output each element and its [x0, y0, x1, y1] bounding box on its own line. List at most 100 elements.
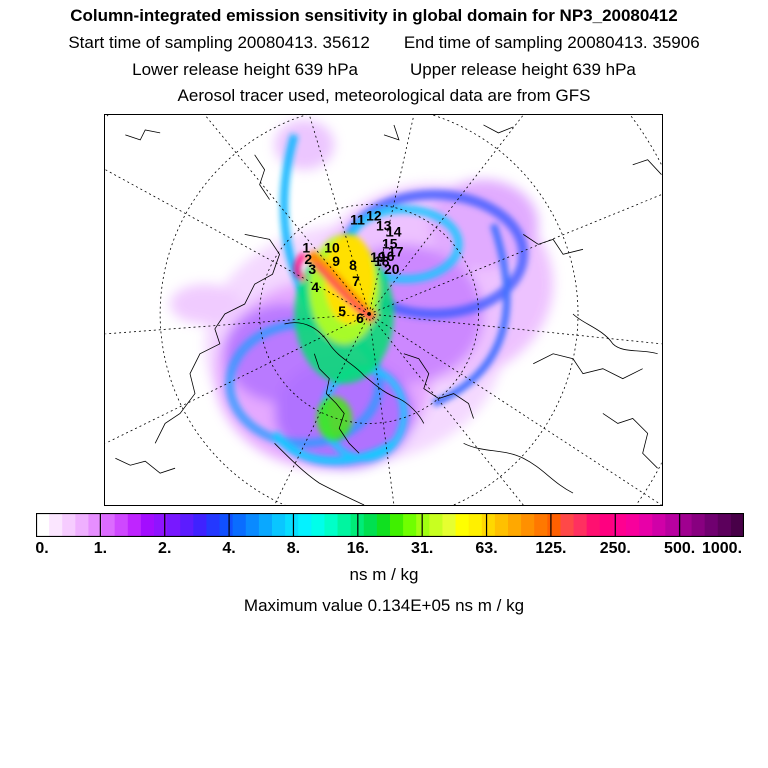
marker-8: 8: [349, 257, 357, 273]
colorbar-tick-label: 2.: [158, 540, 172, 557]
colorbar-cell: [180, 513, 194, 537]
upper-release-height: Upper release height 639 hPa: [410, 60, 636, 79]
colorbar-cell: [193, 513, 208, 537]
colorbar-cell: [652, 513, 666, 537]
end-time: End time of sampling 20080413. 35906: [403, 33, 700, 52]
colorbar-tick-label: 4.: [222, 540, 236, 557]
colorbar-cell: [154, 513, 168, 537]
colorbar-tick-label: 63.: [475, 540, 498, 557]
colorbar-cell: [730, 513, 744, 537]
colorbar-cell: [390, 513, 404, 537]
colorbar-cell: [127, 513, 142, 537]
colorbar-tick-label: 1.: [93, 540, 108, 557]
colorbar-cell: [75, 513, 90, 537]
marker-15: 15: [382, 235, 398, 251]
colorbar-cell: [232, 513, 247, 537]
colorbar-cell: [573, 513, 588, 537]
sampling-time-line: Start time of sampling 20080413. 35612 En…: [0, 33, 768, 53]
colorbar-cell: [272, 513, 286, 537]
colorbar-cell: [626, 513, 640, 537]
marker-7: 7: [352, 273, 360, 289]
colorbar-tick-label: 1000.: [701, 540, 743, 557]
colorbar-tick-label: 125.: [535, 540, 567, 557]
colorbar-cell: [691, 513, 706, 537]
colorbar-cell: [363, 513, 378, 537]
marker-13: 13: [376, 217, 392, 233]
colorbar-cell: [442, 513, 457, 537]
colorbar-cell: [49, 513, 63, 537]
tracer-info: Aerosol tracer used, meteorological data…: [177, 86, 591, 105]
colorbar-cell: [429, 513, 444, 537]
colorbar-tick-label: 250.: [599, 540, 631, 557]
colorbar-cell: [285, 513, 299, 537]
map-title: Column-integrated emission sensitivity i…: [70, 6, 678, 25]
colorbar-cell: [258, 513, 273, 537]
marker-1: 1: [302, 239, 310, 255]
colorbar-tick-label: 31.: [411, 540, 434, 557]
colorbar-cell: [665, 513, 680, 537]
marker-17: 17: [388, 243, 404, 259]
marker-11: 11: [350, 211, 365, 227]
colorbar-cell: [612, 513, 627, 537]
marker-9: 9: [332, 253, 340, 269]
colorbar-cell: [704, 513, 719, 537]
colorbar-cell: [245, 513, 260, 537]
colorbar-cell: [678, 513, 693, 537]
colorbar-cell: [298, 513, 312, 537]
colorbar-cell: [534, 513, 548, 537]
marker-19: 19: [370, 249, 386, 265]
colorbar-cell: [639, 513, 653, 537]
colorbar-cell: [455, 513, 470, 537]
lower-release-height: Lower release height 639 hPa: [132, 60, 358, 79]
colorbar-cell: [508, 513, 522, 537]
colorbar-cell: [416, 513, 430, 537]
colorbar-cell: [468, 513, 483, 537]
marker-14: 14: [386, 223, 402, 239]
marker-6: 6: [356, 310, 364, 326]
maximum-value: Maximum value 0.134E+05 ns m / kg: [243, 596, 525, 615]
colorbar: [36, 513, 744, 537]
colorbar-cell: [311, 513, 326, 537]
colorbar-cell: [219, 513, 234, 537]
colorbar-tick-label: 0.: [35, 540, 49, 557]
colorbar-tick-label: 8.: [286, 540, 301, 557]
coastlines: [115, 124, 662, 505]
colorbar-tick-label: 500.: [664, 540, 696, 557]
marker-3: 3: [308, 261, 316, 277]
colorbar-cell: [101, 513, 116, 537]
marker-20: 20: [384, 261, 400, 277]
colorbar-cell: [206, 513, 221, 537]
colorbar-cell: [521, 513, 535, 537]
marker-18: 18: [374, 253, 390, 269]
colorbar-cell: [403, 513, 417, 537]
colorbar-cell: [599, 513, 614, 537]
start-time: Start time of sampling 20080413. 35612: [68, 33, 370, 52]
colorbar-cell: [62, 513, 76, 537]
colorbar-cell: [88, 513, 103, 537]
plume-core: [293, 234, 394, 441]
marker-16: 16: [379, 248, 395, 264]
marker-12: 12: [366, 207, 382, 223]
colorbar-cell: [114, 513, 129, 537]
colorbar-cell: [481, 513, 496, 537]
colorbar-cell: [36, 513, 50, 537]
sensitivity-map: 11 12 13 14 15 16 17 18 19 20 10 9 8 7 1…: [104, 114, 663, 506]
colorbar-cell: [324, 513, 339, 537]
colorbar-cell: [167, 513, 181, 537]
release-height-line: Lower release height 639 hPa Upper releas…: [0, 60, 768, 80]
colorbar-units: ns m / kg: [349, 565, 419, 584]
colorbar-cell: [717, 513, 732, 537]
marker-2: 2: [304, 251, 312, 267]
colorbar-tick-label: 16.: [346, 540, 369, 557]
colorbar-cell: [547, 513, 562, 537]
cluster-markers: 11 12 13 14 15 16 17 18 19 20 10 9 8 7 1…: [302, 207, 403, 325]
marker-5: 5: [338, 303, 346, 319]
colorbar-cell: [494, 513, 509, 537]
marker-10: 10: [324, 239, 340, 255]
colorbar-cell: [337, 513, 352, 537]
colorbar-cell: [586, 513, 601, 537]
colorbar-cell: [560, 513, 575, 537]
marker-4: 4: [311, 279, 319, 295]
colorbar-cell: [376, 513, 391, 537]
colorbar-cell: [140, 513, 155, 537]
